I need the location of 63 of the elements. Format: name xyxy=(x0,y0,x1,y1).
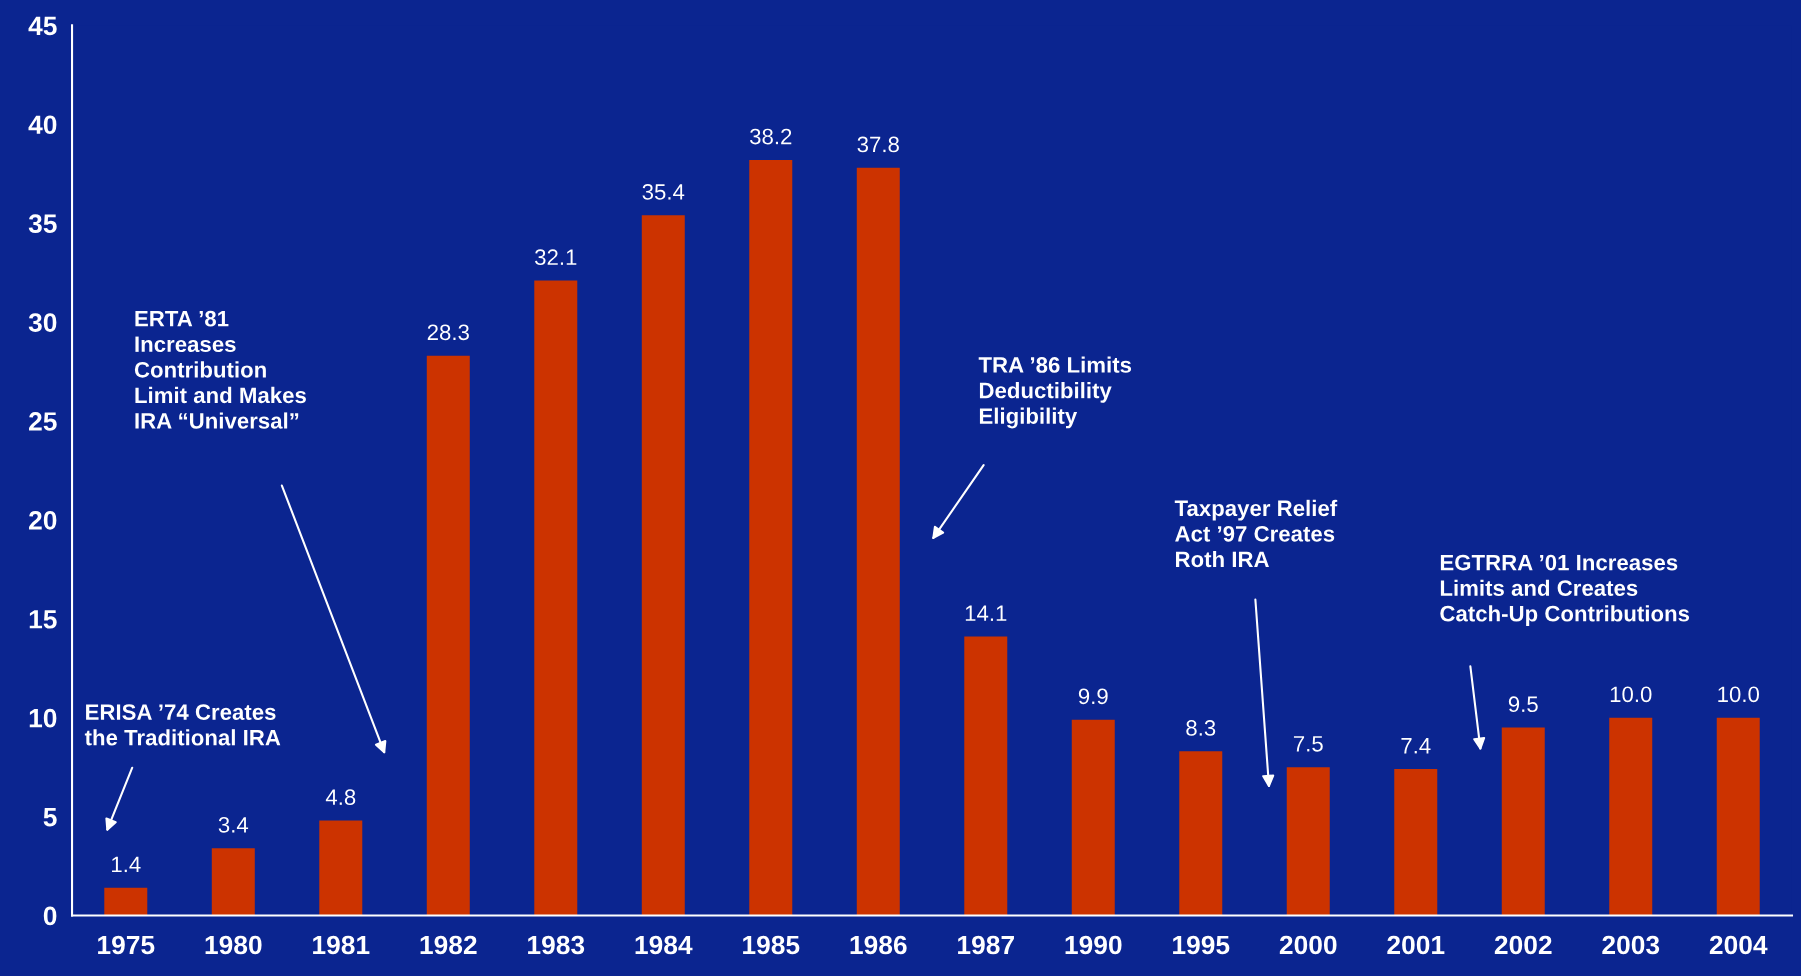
data-label: 1.4 xyxy=(112,856,141,873)
x-tick-label: 1975 xyxy=(98,935,155,955)
bar xyxy=(104,887,148,916)
annotation: ERISA ’74 Creates the Traditional IRA xyxy=(84,704,281,746)
data-label: 9.5 xyxy=(1508,696,1538,713)
y-tick-label: 5 xyxy=(43,807,57,827)
x-tick-label: 2001 xyxy=(1387,935,1445,955)
x-tick-label: 2002 xyxy=(1494,935,1552,955)
bar xyxy=(1609,717,1653,916)
bar xyxy=(534,280,578,916)
y-tick-label: 10 xyxy=(29,708,57,728)
data-label: 3.4 xyxy=(218,817,249,833)
bar xyxy=(1716,717,1760,916)
data-label: 10.0 xyxy=(1610,686,1652,703)
bar xyxy=(964,636,1008,916)
bar xyxy=(1286,767,1330,916)
y-tick-label: 40 xyxy=(28,115,57,135)
x-tick-label: 1984 xyxy=(635,935,693,955)
y-tick-label: 0 xyxy=(43,906,57,926)
x-tick-label: 1980 xyxy=(205,935,262,955)
bar xyxy=(1501,727,1545,916)
data-label: 32.1 xyxy=(535,249,577,266)
x-tick-label: 1981 xyxy=(313,935,370,955)
bar xyxy=(426,355,470,916)
x-tick-label: 2003 xyxy=(1602,935,1660,955)
annotation: ERTA ’81 Increases Contribution Limit and Makes IRA “Universal” xyxy=(134,310,306,429)
data-label: 10.0 xyxy=(1718,686,1759,703)
data-label: 9.9 xyxy=(1078,688,1108,705)
data-label: 35.4 xyxy=(642,184,685,200)
y-tick-label: 15 xyxy=(29,610,57,629)
data-label: 38.2 xyxy=(750,128,792,145)
annotation: EGTRRA ’01 Increases Limits and Creates Catch-Up Contributions xyxy=(1440,554,1690,626)
bar xyxy=(211,848,255,916)
data-label: 14.1 xyxy=(965,605,1007,621)
annotation: Taxpayer Relief Act ’97 Creates Roth IRA xyxy=(1174,499,1338,568)
x-tick-label: 1986 xyxy=(850,935,907,955)
bar xyxy=(1179,751,1223,916)
x-tick-label: 1990 xyxy=(1065,935,1122,955)
x-tick-label: 1983 xyxy=(528,935,585,955)
data-label: 4.8 xyxy=(325,789,356,806)
annotation: TRA ’86 Limits Deductibility Eligibility xyxy=(978,356,1132,429)
x-tick-label: 2000 xyxy=(1279,935,1337,955)
bar xyxy=(641,215,685,916)
x-tick-label: 2004 xyxy=(1709,935,1768,955)
bar xyxy=(856,167,900,916)
y-tick-label: 35 xyxy=(28,214,57,234)
data-label: 7.5 xyxy=(1293,736,1323,752)
data-label: 7.4 xyxy=(1401,738,1431,754)
x-tick-label: 1987 xyxy=(958,935,1014,955)
bar xyxy=(1071,719,1115,916)
x-tick-label: 1995 xyxy=(1173,935,1230,955)
bar xyxy=(319,820,363,916)
y-tick-label: 20 xyxy=(29,511,57,530)
data-label: 8.3 xyxy=(1186,720,1216,736)
x-tick-label: 1985 xyxy=(743,935,800,955)
data-label: 37.8 xyxy=(857,136,899,153)
data-label: 28.3 xyxy=(427,324,469,341)
y-tick-label: 25 xyxy=(29,412,57,431)
x-tick-label: 1982 xyxy=(420,935,477,955)
y-tick-label: 45 xyxy=(28,16,57,36)
bar xyxy=(1394,769,1438,916)
y-tick-label: 30 xyxy=(28,313,57,332)
bar xyxy=(749,159,793,916)
